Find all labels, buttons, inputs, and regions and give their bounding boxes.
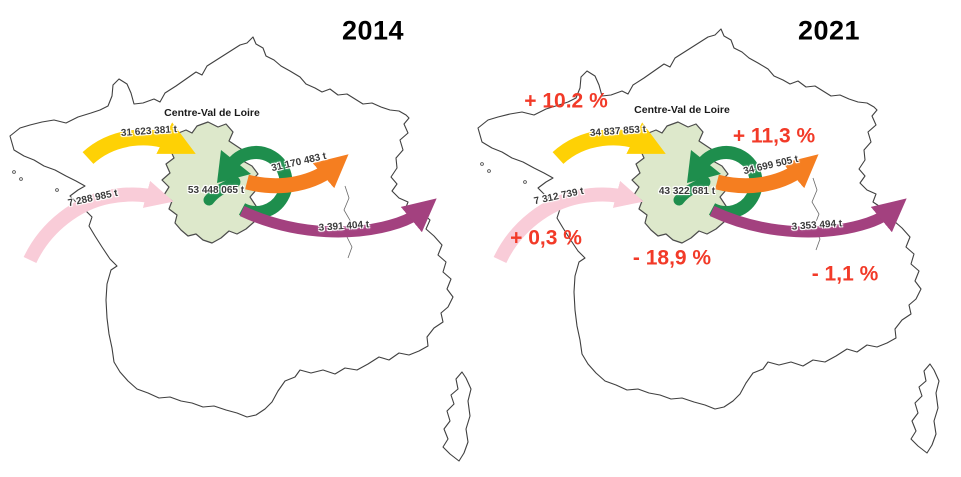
- year-title-2021: 2021: [797, 15, 861, 46]
- change-purple-outflow: - 1,1 %: [811, 262, 879, 286]
- change-pink-inflow: + 0,3 %: [510, 226, 582, 250]
- map-2014: [9, 36, 472, 462]
- change-yellow-inflow: + 10.2 %: [524, 89, 608, 113]
- change-internal: - 18,9 %: [632, 246, 712, 270]
- france-map-2014: [9, 36, 472, 462]
- value-internal-2014: 53 448 065 t: [187, 185, 245, 196]
- change-orange-outflow: + 11,3 %: [732, 124, 816, 148]
- year-title-2014: 2014: [341, 15, 405, 46]
- region-label-2021: Centre-Val de Loire: [634, 103, 730, 116]
- region-label-2014: Centre-Val de Loire: [164, 106, 260, 119]
- value-internal-2021: 43 322 681 t: [658, 186, 716, 197]
